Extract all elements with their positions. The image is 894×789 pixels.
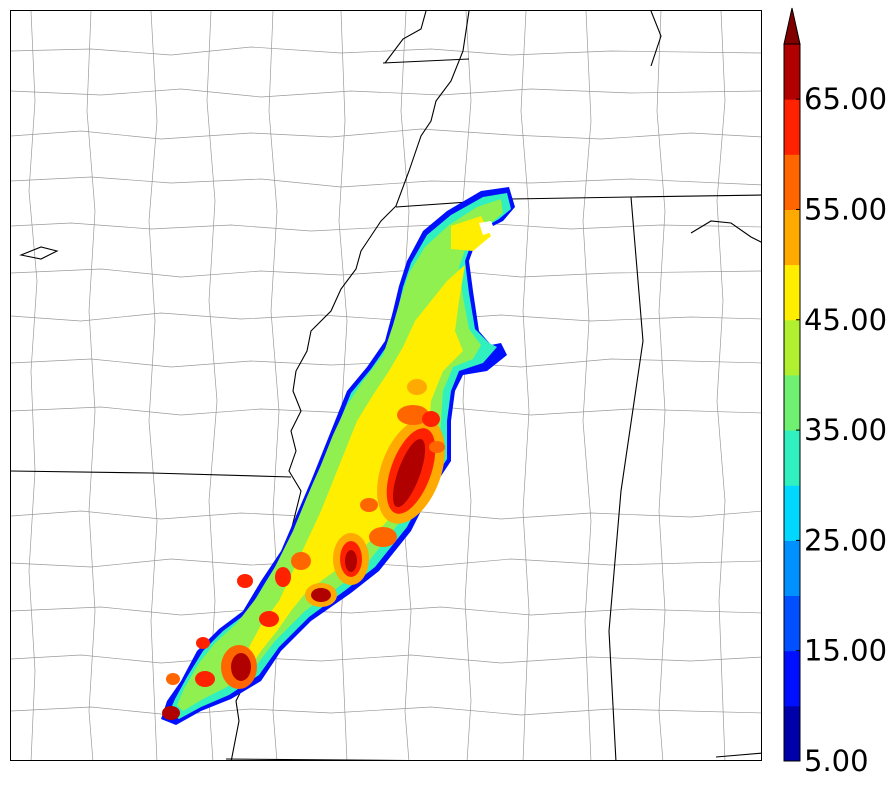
colorbar-band [784,540,800,597]
colorbar-band [784,154,800,210]
radar-reflectivity-map[interactable] [10,10,762,761]
colorbar-tick-label: 15.00 [804,634,887,668]
colorbar: 5.00 15.00 25.00 35.00 45.00 55.00 65.00 [760,0,894,785]
colorbar-band [784,44,800,100]
colorbar-tick-label: 5.00 [804,744,869,778]
colorbar-band [784,595,800,652]
colorbar-tick-label: 55.00 [804,192,887,226]
colorbar-band [784,485,800,541]
band-yellow [237,265,465,679]
colorbar-band [784,374,800,431]
colorbar-tick-label: 45.00 [804,303,887,337]
colorbar-band [784,650,800,707]
colorbar-extend-arrow [783,7,801,45]
colorbar-band [784,99,800,155]
colorbar-tick-label: 35.00 [804,413,887,447]
colorbar-band [784,264,800,321]
colorbar-band [784,430,800,486]
colorbar-ticks: 5.00 15.00 25.00 35.00 45.00 55.00 65.00 [796,82,887,778]
colorbar-frame [783,43,801,762]
county-boundaries [11,11,761,760]
colorbar-band [784,319,800,376]
colorbar-tick-label: 25.00 [804,523,887,557]
core-cells [162,379,445,720]
map-canvas [11,11,761,760]
colorbar-band [784,705,800,762]
colorbar-tick-label: 65.00 [804,82,887,116]
colorbar-band [784,209,800,266]
colorbar-bands [784,44,800,762]
colorbar-svg: 5.00 15.00 25.00 35.00 45.00 55.00 65.00 [783,7,887,778]
reflectivity-field [161,187,515,725]
